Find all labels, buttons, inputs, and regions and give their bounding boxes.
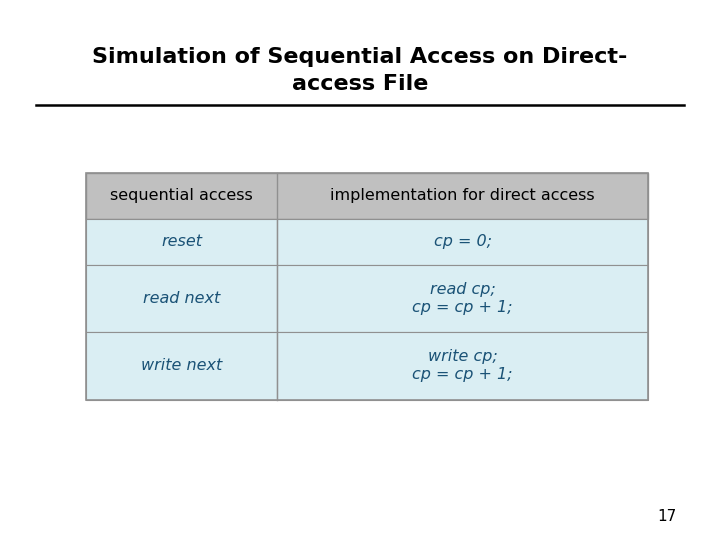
Bar xyxy=(277,332,648,400)
Bar xyxy=(86,265,277,332)
Text: read cp;: read cp; xyxy=(430,282,495,297)
Text: cp = cp + 1;: cp = cp + 1; xyxy=(413,367,513,382)
Text: cp = cp + 1;: cp = cp + 1; xyxy=(413,300,513,315)
Text: write cp;: write cp; xyxy=(428,349,498,364)
Bar xyxy=(86,173,648,219)
Text: sequential access: sequential access xyxy=(110,188,253,203)
Bar xyxy=(86,219,277,265)
Text: access File: access File xyxy=(292,73,428,94)
Text: read next: read next xyxy=(143,291,220,306)
Bar xyxy=(86,173,648,400)
Bar xyxy=(86,332,277,400)
Text: implementation for direct access: implementation for direct access xyxy=(330,188,595,203)
Text: cp = 0;: cp = 0; xyxy=(433,234,492,249)
Text: 17: 17 xyxy=(657,509,677,524)
Text: Simulation of Sequential Access on Direct-: Simulation of Sequential Access on Direc… xyxy=(92,46,628,67)
Bar xyxy=(277,219,648,265)
Text: reset: reset xyxy=(161,234,202,249)
Bar xyxy=(277,265,648,332)
Text: write next: write next xyxy=(141,359,222,373)
